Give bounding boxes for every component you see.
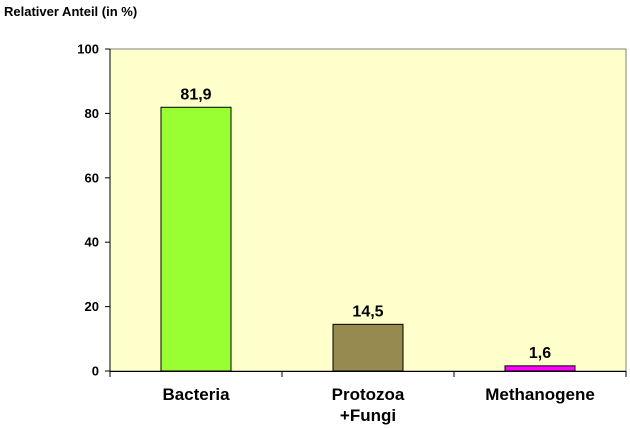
data-label: 14,5 [352,303,383,320]
bars: 81,9 14,5 1,6 [160,86,576,372]
category-label: Protozoa [332,385,405,404]
category-label: Methanogene [485,385,595,404]
bar [160,106,232,372]
y-axis-label: Relativer Anteil (in %) [4,4,138,19]
data-label: 81,9 [180,86,211,103]
y-tick-label: 40 [85,235,99,250]
category-label: +Fungi [340,406,396,425]
y-tick-label: 60 [85,170,99,185]
bar [504,365,576,372]
y-tick-label: 80 [85,106,99,121]
category-label: Bacteria [162,385,230,404]
y-tick-label: 100 [77,42,99,57]
x-axis: Bacteria Protozoa +Fungi Methanogene [109,371,627,425]
y-tick-label: 20 [85,299,99,314]
y-axis: 0 20 40 60 80 100 [77,42,111,379]
y-tick-label: 0 [92,364,99,379]
bar [332,323,404,372]
data-label: 1,6 [529,345,551,362]
